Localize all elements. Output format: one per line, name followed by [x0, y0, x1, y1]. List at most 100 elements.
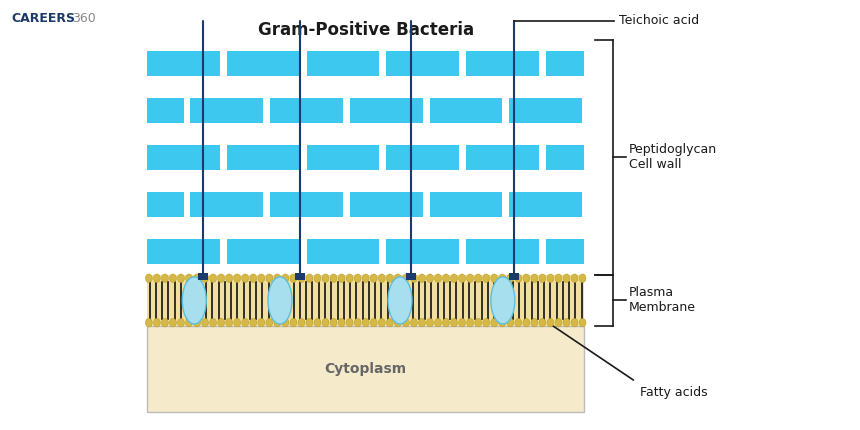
Ellipse shape [547, 318, 554, 327]
Bar [147, 98, 183, 123]
Ellipse shape [177, 274, 184, 283]
Ellipse shape [322, 318, 329, 327]
Text: Gram-Positive Bacteria: Gram-Positive Bacteria [258, 21, 474, 39]
Ellipse shape [153, 274, 160, 283]
Bar [227, 51, 299, 76]
Bar [306, 145, 379, 169]
Bar [147, 275, 584, 326]
Ellipse shape [482, 318, 489, 327]
Ellipse shape [258, 318, 265, 327]
Text: Teichoic acid: Teichoic acid [618, 14, 698, 27]
Ellipse shape [218, 274, 224, 283]
Ellipse shape [290, 274, 297, 283]
Ellipse shape [395, 274, 402, 283]
Ellipse shape [169, 318, 176, 327]
Ellipse shape [419, 274, 426, 283]
Ellipse shape [186, 318, 193, 327]
Bar [509, 192, 582, 217]
Ellipse shape [402, 318, 409, 327]
Ellipse shape [210, 274, 217, 283]
Ellipse shape [571, 274, 578, 283]
Ellipse shape [427, 318, 433, 327]
Ellipse shape [410, 274, 417, 283]
Ellipse shape [274, 274, 280, 283]
Ellipse shape [378, 318, 385, 327]
Ellipse shape [298, 274, 305, 283]
Ellipse shape [314, 318, 321, 327]
Ellipse shape [523, 274, 530, 283]
Ellipse shape [182, 277, 206, 324]
Ellipse shape [571, 318, 578, 327]
Ellipse shape [555, 318, 562, 327]
Ellipse shape [162, 318, 169, 327]
Bar [147, 40, 584, 275]
Ellipse shape [467, 274, 474, 283]
Text: Plasma
Membrane: Plasma Membrane [629, 286, 696, 314]
Ellipse shape [153, 318, 160, 327]
Bar [147, 145, 220, 169]
Ellipse shape [362, 318, 369, 327]
Ellipse shape [579, 274, 586, 283]
Ellipse shape [282, 318, 289, 327]
Ellipse shape [386, 274, 393, 283]
Ellipse shape [443, 318, 450, 327]
Ellipse shape [499, 274, 506, 283]
Bar [386, 239, 459, 264]
Bar [406, 273, 416, 280]
Bar [546, 239, 584, 264]
Ellipse shape [266, 318, 273, 327]
Bar [466, 51, 539, 76]
Ellipse shape [515, 318, 522, 327]
Ellipse shape [145, 274, 152, 283]
Ellipse shape [249, 318, 256, 327]
Ellipse shape [491, 318, 498, 327]
Ellipse shape [458, 274, 465, 283]
Bar [227, 239, 299, 264]
Ellipse shape [579, 318, 586, 327]
Ellipse shape [539, 274, 546, 283]
Bar [147, 192, 183, 217]
Ellipse shape [177, 318, 184, 327]
Text: Cytoplasm: Cytoplasm [324, 362, 407, 376]
Bar [386, 145, 459, 169]
Bar [350, 98, 423, 123]
Text: Peptidoglycan
Cell wall: Peptidoglycan Cell wall [629, 143, 717, 171]
Ellipse shape [306, 274, 313, 283]
Ellipse shape [258, 274, 265, 283]
Text: 360: 360 [72, 12, 96, 25]
Ellipse shape [354, 318, 361, 327]
Ellipse shape [330, 274, 337, 283]
Ellipse shape [491, 274, 498, 283]
Ellipse shape [451, 274, 458, 283]
Ellipse shape [371, 318, 378, 327]
Ellipse shape [242, 318, 249, 327]
Ellipse shape [145, 318, 152, 327]
Ellipse shape [201, 318, 208, 327]
Ellipse shape [298, 318, 305, 327]
Ellipse shape [210, 318, 217, 327]
Ellipse shape [354, 274, 361, 283]
Bar [306, 51, 379, 76]
Ellipse shape [531, 274, 538, 283]
Ellipse shape [378, 274, 385, 283]
Ellipse shape [338, 274, 345, 283]
Bar [147, 326, 584, 412]
Ellipse shape [338, 318, 345, 327]
Ellipse shape [282, 274, 289, 283]
Ellipse shape [322, 274, 329, 283]
Bar [227, 145, 299, 169]
Ellipse shape [225, 318, 232, 327]
Ellipse shape [539, 318, 546, 327]
Ellipse shape [194, 274, 200, 283]
Ellipse shape [419, 318, 426, 327]
Ellipse shape [515, 274, 522, 283]
Ellipse shape [410, 318, 417, 327]
Ellipse shape [434, 318, 441, 327]
Ellipse shape [475, 318, 482, 327]
Text: CAREERS: CAREERS [12, 12, 76, 25]
Bar [306, 239, 379, 264]
Ellipse shape [427, 274, 433, 283]
Ellipse shape [242, 274, 249, 283]
Ellipse shape [531, 318, 538, 327]
Ellipse shape [523, 318, 530, 327]
